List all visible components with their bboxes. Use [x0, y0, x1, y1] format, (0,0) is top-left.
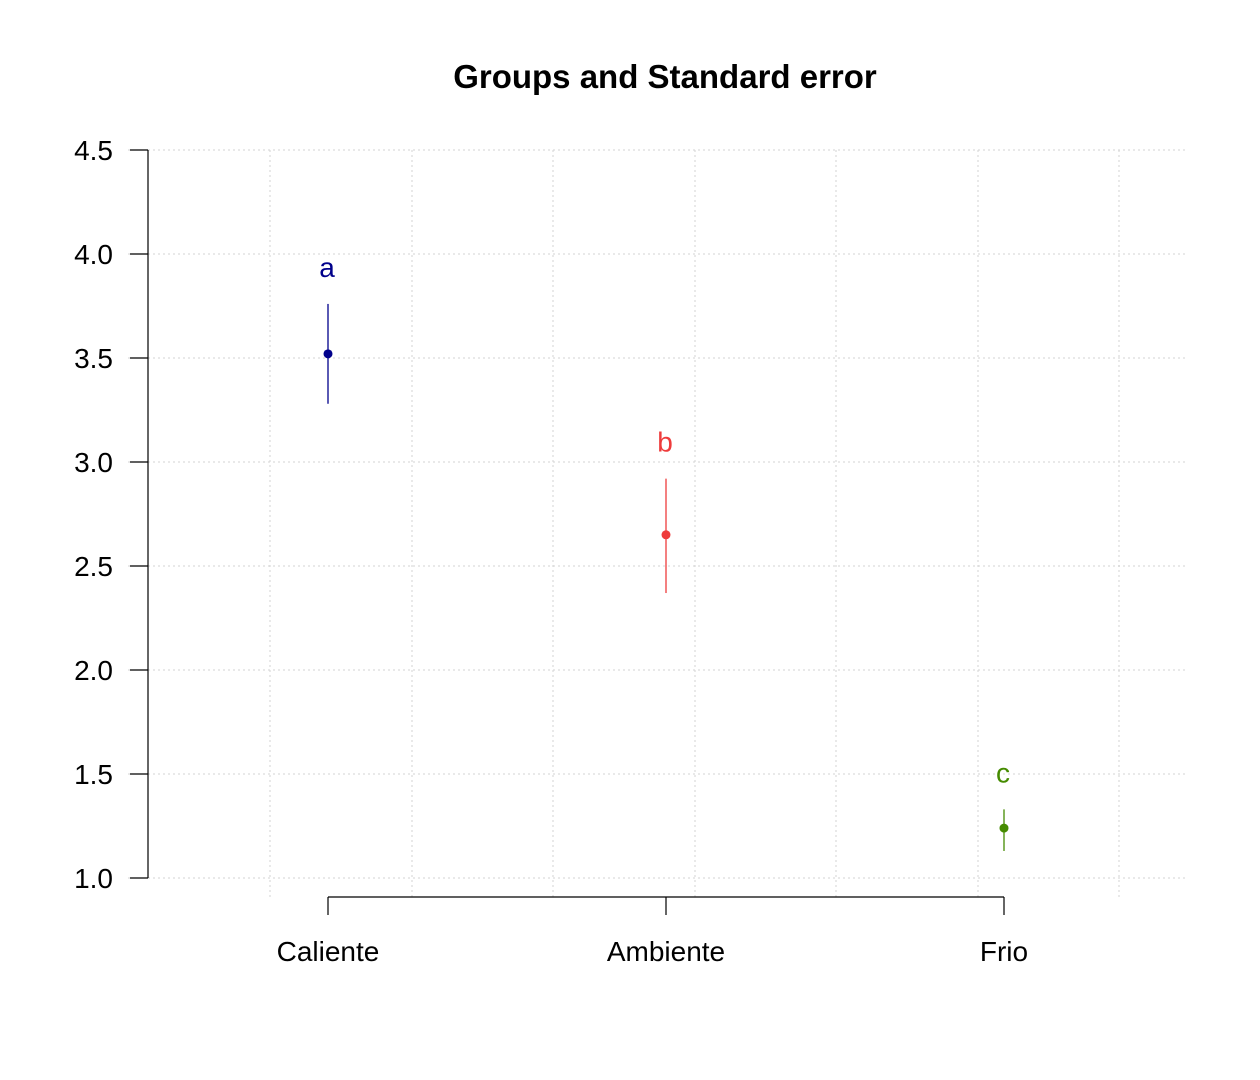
group-letter-label: c — [996, 757, 1010, 788]
group-letter-label: b — [657, 427, 673, 458]
x-tick-label: Frio — [980, 936, 1028, 967]
x-tick-label: Ambiente — [607, 936, 725, 967]
mean-point — [661, 530, 671, 540]
y-tick-label: 1.0 — [74, 863, 113, 894]
y-tick-label: 2.0 — [74, 655, 113, 686]
y-tick-label: 4.5 — [74, 135, 113, 166]
y-axis: 1.0 1.5 2.0 2.5 3.0 3.5 4.0 4.5 — [74, 135, 149, 894]
x-tick-label: Caliente — [277, 936, 380, 967]
data-marks: a b c — [319, 252, 1010, 851]
mean-point — [323, 349, 333, 359]
chart-title: Groups and Standard error — [453, 58, 877, 95]
y-tick-label: 4.0 — [74, 239, 113, 270]
y-tick-label: 1.5 — [74, 759, 113, 790]
x-axis: Caliente Ambiente Frio — [277, 896, 1028, 967]
grid-layer — [128, 149, 1188, 897]
group-letter-label: a — [319, 252, 335, 283]
y-tick-label: 3.5 — [74, 343, 113, 374]
y-tick-label: 2.5 — [74, 551, 113, 582]
mean-point — [999, 823, 1009, 833]
y-tick-label: 3.0 — [74, 447, 113, 478]
